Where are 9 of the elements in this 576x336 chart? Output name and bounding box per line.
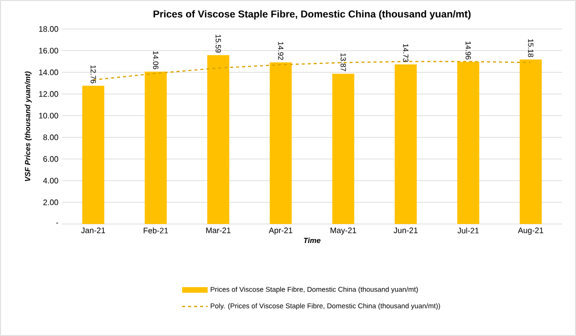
bar [82,86,104,224]
chart-title: Prices of Viscose Staple Fibre, Domestic China (thousand yuan/mt) [154,10,471,20]
bar [394,64,417,224]
bar [332,74,354,224]
bar [144,72,167,224]
bar [457,62,480,224]
bar [270,62,292,224]
bar [520,60,542,224]
bar [207,55,230,224]
